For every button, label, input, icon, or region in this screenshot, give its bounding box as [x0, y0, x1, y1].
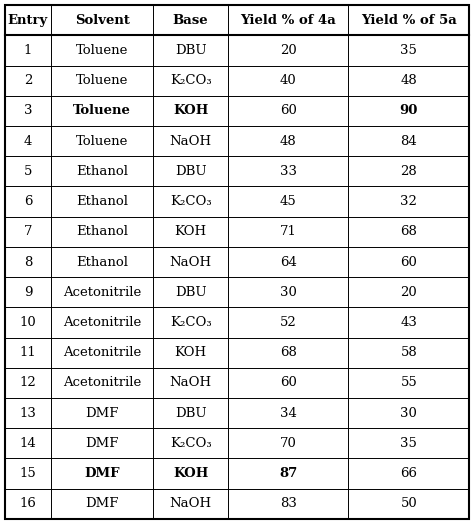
Text: Base: Base	[173, 14, 209, 27]
Text: 68: 68	[401, 225, 417, 238]
Text: DBU: DBU	[175, 44, 206, 57]
Text: 11: 11	[19, 346, 36, 359]
Text: 60: 60	[280, 376, 297, 389]
Text: Ethanol: Ethanol	[76, 225, 128, 238]
Text: 60: 60	[280, 104, 297, 117]
Text: K₂CO₃: K₂CO₃	[170, 436, 211, 450]
Text: 50: 50	[401, 497, 417, 510]
Text: DMF: DMF	[86, 407, 119, 420]
Text: 15: 15	[19, 467, 36, 480]
Text: 45: 45	[280, 195, 296, 208]
Text: 35: 35	[401, 436, 417, 450]
Text: K₂CO₃: K₂CO₃	[170, 316, 211, 329]
Text: Toluene: Toluene	[73, 104, 131, 117]
Text: 30: 30	[280, 286, 297, 299]
Text: 20: 20	[280, 44, 296, 57]
Text: DMF: DMF	[84, 467, 120, 480]
Text: 6: 6	[24, 195, 32, 208]
Text: 28: 28	[401, 165, 417, 178]
Text: 14: 14	[19, 436, 36, 450]
Text: Toluene: Toluene	[76, 135, 128, 148]
Text: Toluene: Toluene	[76, 74, 128, 88]
Text: Toluene: Toluene	[76, 44, 128, 57]
Text: 84: 84	[401, 135, 417, 148]
Text: 34: 34	[280, 407, 297, 420]
Text: Ethanol: Ethanol	[76, 195, 128, 208]
Text: 83: 83	[280, 497, 297, 510]
Text: 16: 16	[19, 497, 36, 510]
Text: DBU: DBU	[175, 286, 206, 299]
Text: Acetonitrile: Acetonitrile	[63, 346, 141, 359]
Text: 20: 20	[401, 286, 417, 299]
Text: DBU: DBU	[175, 165, 206, 178]
Text: 9: 9	[24, 286, 32, 299]
Text: NaOH: NaOH	[170, 376, 211, 389]
Text: 7: 7	[24, 225, 32, 238]
Text: DMF: DMF	[86, 497, 119, 510]
Text: 48: 48	[280, 135, 296, 148]
Text: 68: 68	[280, 346, 297, 359]
Text: Yield % of 4a: Yield % of 4a	[240, 14, 336, 27]
Text: 71: 71	[280, 225, 297, 238]
Text: 70: 70	[280, 436, 297, 450]
Text: KOH: KOH	[174, 346, 207, 359]
Text: 4: 4	[24, 135, 32, 148]
Text: 60: 60	[401, 256, 417, 268]
Text: KOH: KOH	[173, 467, 208, 480]
Text: 58: 58	[401, 346, 417, 359]
Text: Ethanol: Ethanol	[76, 165, 128, 178]
Text: 33: 33	[280, 165, 297, 178]
Text: Acetonitrile: Acetonitrile	[63, 376, 141, 389]
Text: 43: 43	[401, 316, 417, 329]
Text: 13: 13	[19, 407, 36, 420]
Text: 55: 55	[401, 376, 417, 389]
Text: Entry: Entry	[8, 14, 48, 27]
Text: DMF: DMF	[86, 436, 119, 450]
Text: 32: 32	[401, 195, 417, 208]
Text: NaOH: NaOH	[170, 497, 211, 510]
Text: NaOH: NaOH	[170, 256, 211, 268]
Text: 90: 90	[400, 104, 418, 117]
Text: KOH: KOH	[173, 104, 208, 117]
Text: 52: 52	[280, 316, 296, 329]
Text: 12: 12	[19, 376, 36, 389]
Text: 48: 48	[401, 74, 417, 88]
Text: 64: 64	[280, 256, 297, 268]
Text: 30: 30	[401, 407, 417, 420]
Text: NaOH: NaOH	[170, 135, 211, 148]
Text: Ethanol: Ethanol	[76, 256, 128, 268]
Text: 2: 2	[24, 74, 32, 88]
Text: Yield % of 5a: Yield % of 5a	[361, 14, 457, 27]
Text: 35: 35	[401, 44, 417, 57]
Text: 40: 40	[280, 74, 296, 88]
Text: KOH: KOH	[174, 225, 207, 238]
Text: Acetonitrile: Acetonitrile	[63, 316, 141, 329]
Text: 8: 8	[24, 256, 32, 268]
Text: 87: 87	[279, 467, 297, 480]
Text: K₂CO₃: K₂CO₃	[170, 195, 211, 208]
Text: K₂CO₃: K₂CO₃	[170, 74, 211, 88]
Text: DBU: DBU	[175, 407, 206, 420]
Text: 5: 5	[24, 165, 32, 178]
Text: 1: 1	[24, 44, 32, 57]
Text: 3: 3	[24, 104, 32, 117]
Text: Solvent: Solvent	[75, 14, 130, 27]
Text: 66: 66	[401, 467, 418, 480]
Text: Acetonitrile: Acetonitrile	[63, 286, 141, 299]
Text: 10: 10	[19, 316, 36, 329]
